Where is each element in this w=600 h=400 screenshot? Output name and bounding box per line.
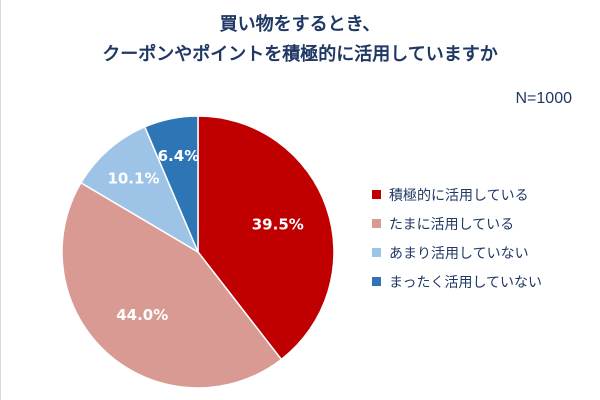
pie-slice-label-2: 44.0% [116, 306, 168, 324]
pie-slice-1 [197, 115, 335, 361]
legend-label: たまに活用している [389, 216, 515, 233]
legend-swatch [372, 190, 381, 199]
sample-size-label: N=1000 [515, 90, 573, 107]
legend-swatch [372, 248, 381, 257]
chart-title-line-2: クーポンやポイントを積極的に活用していますか [102, 44, 498, 65]
pie-slice-2 [61, 181, 283, 389]
legend-swatch [372, 277, 381, 286]
legend-label: まったく活用していない [389, 274, 543, 291]
pie-slice-4 [143, 115, 199, 253]
legend: 積極的に活用している たまに活用している あまり活用していない まったく活用していない [372, 180, 542, 296]
pie-slice-label-4: 6.4% [158, 147, 200, 165]
legend-item-2: たまに活用している [372, 209, 542, 238]
legend-item-3: あまり活用していない [372, 238, 542, 267]
pie-slice-3 [79, 125, 200, 254]
legend-item-4: まったく活用していない [372, 267, 542, 296]
chart-title-line-1: 買い物をするとき、 [219, 14, 381, 35]
pie-slice-label-3: 10.1% [107, 169, 159, 187]
legend-label: あまり活用していない [389, 245, 529, 262]
pie-chart: 39.5% 44.0% 10.1% 6.4% [61, 115, 335, 389]
frame-border [0, 0, 1, 400]
pie-slice-label-1: 39.5% [252, 216, 304, 234]
legend-label: 積極的に活用している [389, 187, 529, 204]
legend-item-1: 積極的に活用している [372, 180, 542, 209]
chart-title: 買い物をするとき、 クーポンやポイントを積極的に活用していますか [0, 10, 600, 70]
legend-swatch [372, 219, 381, 228]
